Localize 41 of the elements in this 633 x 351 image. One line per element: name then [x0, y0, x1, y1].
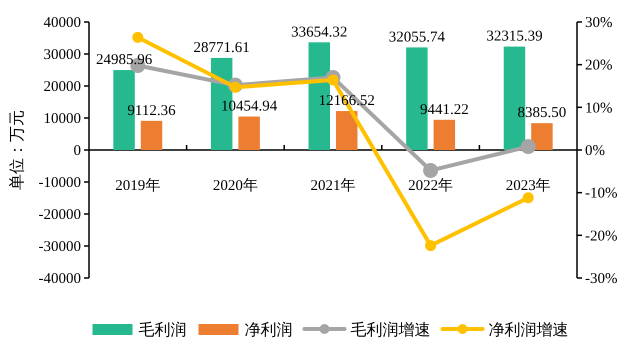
bar: [531, 123, 553, 150]
y-tick-label: 0: [74, 143, 81, 159]
y2-tick-label: 10%: [585, 100, 612, 116]
bar: [140, 120, 162, 150]
text: 24985.96: [96, 52, 152, 68]
legend-label: 净利润增速: [488, 321, 568, 339]
y2-tick-label: -10%: [585, 186, 618, 202]
point: [522, 192, 534, 204]
y-axis-title: 单位：万元: [8, 110, 26, 190]
y-tick-label: -10000: [38, 175, 81, 191]
x-tick-label: 2019年: [115, 177, 160, 194]
y-tick-label: 30000: [44, 47, 81, 63]
text: 32315.39: [486, 28, 543, 45]
point: [520, 139, 536, 154]
y2-tick-label: 0%: [585, 143, 605, 159]
x-tick-label: 2020年: [212, 177, 258, 194]
text: 33654.32: [291, 24, 348, 40]
y2-tick-label: -30%: [585, 271, 618, 287]
bar: [434, 120, 456, 150]
x-tick-label: 2022年: [408, 177, 454, 194]
x-tick-label: 2023年: [506, 177, 551, 194]
legend-label: 净利润: [244, 321, 292, 339]
y-tick-label: 40000: [44, 15, 81, 31]
y2-tick-label: -20%: [585, 228, 618, 244]
y-tick-label: -30000: [38, 239, 81, 255]
legend-label: 毛利润: [138, 321, 186, 339]
text: 32055.74: [388, 29, 445, 46]
y-tick-label: 20000: [44, 79, 81, 95]
y2-tick-label: 30%: [585, 15, 612, 31]
y-tick-label: -40000: [38, 271, 81, 287]
bar: [238, 116, 260, 150]
legend-label: 毛利润增速: [350, 321, 430, 339]
x-tick-label: 2021年: [310, 177, 356, 194]
text: 28771.61: [194, 40, 250, 56]
point: [425, 240, 436, 252]
bar: [336, 111, 358, 150]
y2-tick-label: 20%: [585, 58, 612, 74]
point: [423, 162, 438, 178]
y-tick-label: 10000: [44, 111, 81, 127]
y-tick-label: -20000: [38, 207, 81, 223]
point: [132, 32, 144, 43]
